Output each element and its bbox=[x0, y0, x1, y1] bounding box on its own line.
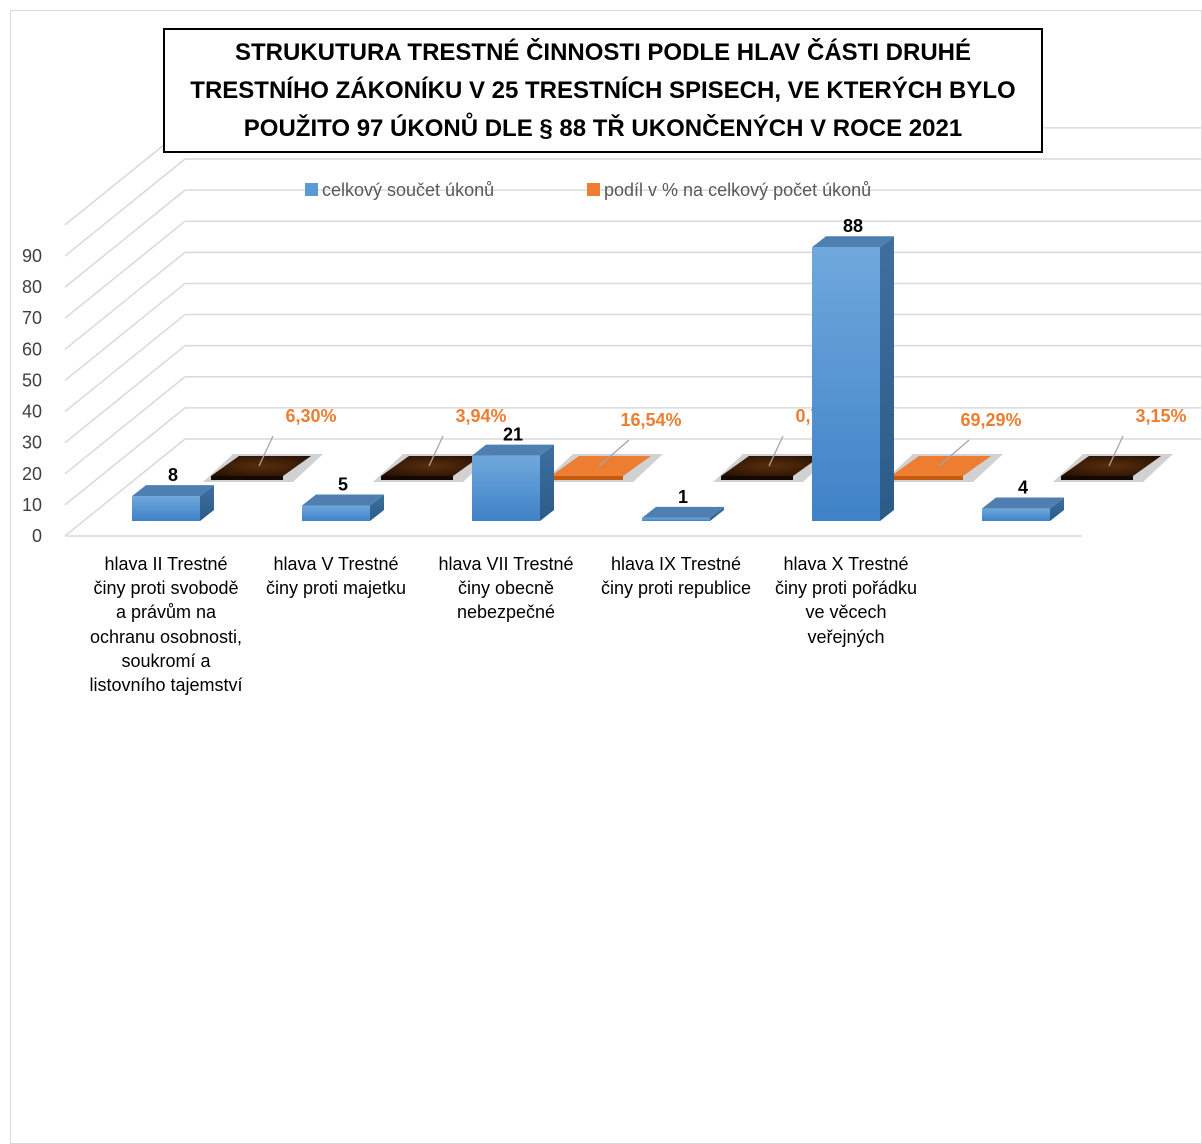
series-1-data-label: 1 bbox=[678, 487, 688, 507]
y-tick-label: 90 bbox=[22, 246, 42, 266]
y-tick-label: 80 bbox=[22, 277, 42, 297]
series-1-bar-side bbox=[370, 494, 384, 521]
chart-title: STRUKUTURA TRESTNÉ ČINNOSTI PODLE HLAV Č… bbox=[190, 38, 1016, 142]
x-tick-label: hlava IX Trestné činy proti republice bbox=[600, 554, 752, 599]
series-1-bar-front bbox=[812, 247, 880, 521]
series-2-leader-line bbox=[938, 439, 970, 467]
legend-swatch-series-1 bbox=[305, 183, 318, 196]
series-1-bar-top bbox=[812, 236, 894, 248]
series-2-bar-top bbox=[891, 456, 991, 476]
series-1-bar-front bbox=[132, 496, 200, 521]
series-2-leader-line bbox=[598, 439, 630, 467]
chart-title-box: STRUKUTURA TRESTNÉ ČINNOSTI PODLE HLAV Č… bbox=[163, 28, 1043, 153]
x-tick-label: hlava X Trestné činy proti pořádku ve vě… bbox=[774, 554, 918, 647]
series-1-bar-front bbox=[642, 517, 710, 521]
series-2-leader-line bbox=[1108, 435, 1124, 467]
series-1-bar-side bbox=[1050, 497, 1064, 521]
series-2-bar-top bbox=[1061, 456, 1161, 476]
series-2-bar-front bbox=[721, 476, 793, 480]
gridline-side bbox=[64, 220, 186, 319]
gridline-side bbox=[64, 189, 186, 288]
series-1-data-label: 4 bbox=[1018, 478, 1028, 498]
series-2-data-label: 3,15% bbox=[1135, 406, 1186, 426]
gridline-side bbox=[64, 438, 186, 537]
x-tick-label: hlava V Trestné činy proti majetku bbox=[265, 554, 407, 599]
y-tick-label: 20 bbox=[22, 464, 42, 484]
series-1-bar-side bbox=[710, 506, 724, 521]
gridline-side bbox=[64, 376, 186, 475]
series-1-bar-top bbox=[472, 444, 554, 456]
series-1-bar-front bbox=[472, 455, 540, 521]
series-2-bar-front bbox=[381, 476, 453, 480]
y-tick-label: 50 bbox=[22, 370, 42, 390]
y-tick-label: 0 bbox=[32, 526, 42, 546]
gridline-side bbox=[64, 282, 186, 382]
x-tick-label: hlava VII Trestné činy obecně nebezpečné bbox=[438, 554, 574, 623]
series-2-data-label: 69,29% bbox=[960, 410, 1021, 430]
legend-label-series-2: podíl v % na celkový počet úkonů bbox=[604, 180, 871, 200]
series-1-data-label: 5 bbox=[338, 474, 348, 494]
series-2-bar-front bbox=[1061, 476, 1133, 480]
series-2-bar-front bbox=[211, 476, 283, 480]
gridline-side bbox=[64, 251, 186, 350]
gridline-side bbox=[64, 158, 186, 257]
y-tick-label: 10 bbox=[22, 495, 42, 515]
legend-label-series-1: celkový součet úkonů bbox=[322, 180, 494, 200]
series-1-bar-front bbox=[302, 505, 370, 521]
series-1-data-label: 88 bbox=[843, 216, 863, 236]
y-tick-label: 30 bbox=[22, 433, 42, 453]
series-2-leader-line bbox=[768, 435, 784, 467]
x-tick-label: hlava II Trestné činy proti svobodě a pr… bbox=[89, 554, 243, 696]
series-1-bar-side bbox=[200, 485, 214, 521]
series-1-bar-top bbox=[982, 497, 1064, 509]
series-1-bar-side bbox=[880, 236, 894, 521]
series-2-leader-line bbox=[428, 435, 444, 467]
series-2-bar-top bbox=[381, 456, 481, 476]
series-1-data-label: 21 bbox=[503, 425, 523, 445]
y-tick-label: 70 bbox=[22, 308, 42, 328]
series-2-leader-line bbox=[258, 435, 274, 467]
series-2-bar-front bbox=[891, 476, 963, 480]
series-2-data-label: 6,30% bbox=[285, 406, 336, 426]
series-1-bar-top bbox=[642, 506, 724, 518]
series-2-bar-front bbox=[551, 476, 623, 480]
series-1-bar-side bbox=[540, 444, 554, 521]
series-1-data-label: 8 bbox=[168, 465, 178, 485]
gridline-side bbox=[64, 407, 186, 506]
series-2-data-label: 3,94% bbox=[455, 406, 506, 426]
series-1-bar-front bbox=[982, 508, 1050, 521]
series-2-bar-top bbox=[551, 456, 651, 476]
chart-area bbox=[10, 10, 1202, 1144]
y-tick-label: 40 bbox=[22, 402, 42, 422]
gridline-side bbox=[64, 313, 186, 413]
y-tick-label: 60 bbox=[22, 339, 42, 359]
legend-swatch-series-2 bbox=[587, 183, 600, 196]
series-2-data-label: 16,54% bbox=[620, 410, 681, 430]
series-2-bar-top bbox=[721, 456, 821, 476]
series-2-bar-top bbox=[211, 456, 311, 476]
series-1-bar-top bbox=[132, 485, 214, 497]
series-1-bar-top bbox=[302, 494, 384, 506]
gridline-side bbox=[64, 345, 186, 444]
